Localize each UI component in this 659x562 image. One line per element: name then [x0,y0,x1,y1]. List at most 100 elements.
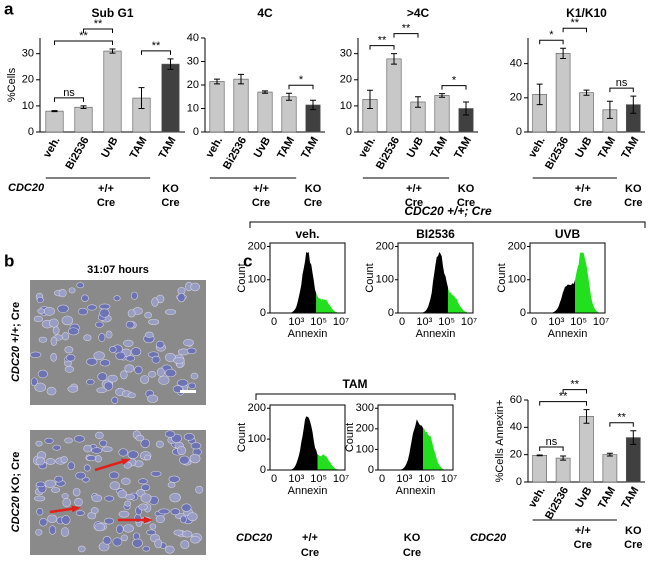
x-tick-label: 0 [531,316,537,328]
x-tick-label: 10⁷ [333,473,349,485]
cell [140,493,152,503]
cell [140,375,150,384]
cell [97,372,108,382]
cell [58,289,67,298]
y-tick-label: 30 [22,48,34,60]
cell [52,326,60,335]
cell [104,517,114,525]
genotype-text: KO; Cre [10,452,22,494]
significance-bracket [54,97,84,102]
histogram-negative [398,252,448,313]
cell [111,396,119,404]
plot-frame [269,242,346,314]
cell [101,446,113,453]
y-tick-label: 200 [356,423,374,435]
cell [61,315,74,326]
error-bar [630,430,637,445]
cell [120,534,129,542]
bar [602,454,618,483]
cell [72,487,81,497]
histogram-negative [270,252,317,313]
bar [74,106,93,133]
histogram-positive [448,287,473,313]
x-tick-label: TAM [596,485,618,511]
significance-bracket [562,27,587,33]
y-tick-label: 20 [187,79,199,91]
significance-label: ns [63,87,75,99]
panel-label: c [243,251,252,270]
cell [190,372,199,380]
group-bracket [249,221,646,228]
y-tick-label: 40 [510,58,522,70]
cell [173,356,185,364]
x-tick-label: UvB [99,135,120,160]
cell [36,296,44,303]
significance-label: ** [79,30,88,42]
image-time: 31:07 hours [87,264,149,276]
row-label: CDC20 KO; Cre [10,452,22,533]
x-tick-label: 10³ [416,316,432,328]
x-axis-label: Annexin [416,328,456,340]
cell [109,471,120,480]
significance-label: ** [378,35,387,47]
cell [98,333,106,343]
cell [38,336,48,343]
cell [150,470,162,477]
cell [109,346,117,353]
cell [37,369,48,379]
cell [60,527,70,537]
cell [86,304,97,311]
cell [144,311,152,319]
cell [134,513,142,524]
cell [35,529,43,536]
cell [91,447,103,454]
bar [257,91,273,133]
significance-label: ** [152,40,161,52]
cell [135,434,145,442]
cell [104,495,115,502]
cell [105,330,113,339]
cell [156,367,165,377]
cell [34,382,47,393]
x-tick-label: 10⁵ [418,473,435,485]
histogram-negative [270,416,318,470]
cell [96,387,107,394]
error-bar [262,90,268,94]
plot-frame [397,242,474,314]
x-tick-label: TAM [596,135,618,161]
cell [164,545,175,554]
genotype-label: KO [404,532,421,544]
y-tick-label: 0 [520,307,526,319]
bar [555,53,571,133]
bar [45,110,64,133]
genotype-label: +/+ [302,532,318,544]
cell [140,438,150,449]
cell [43,307,55,316]
cell [33,315,44,323]
y-tick-label: 20 [340,74,352,86]
cell [94,522,105,532]
error-bar [214,78,220,85]
genotype-label: +/+ [98,183,114,195]
plot-frame [377,404,454,471]
y-tick-label: 20 [510,92,522,104]
x-tick-label: 10⁵ [310,473,327,485]
x-axis-label: Annexin [288,328,328,340]
cell [51,487,61,493]
scale-bar [180,390,196,393]
x-tick-label: Bi2536 [221,135,249,172]
significance-bracket [54,40,113,45]
cell [95,431,104,440]
error-bar [606,452,613,457]
cell [180,515,187,524]
bar [233,78,249,133]
x-tick-label: veh. [526,485,547,510]
x-tick-label: UvB [573,485,594,510]
x-tick-label: 10³ [548,316,564,328]
cell [164,368,177,378]
y-axis-label: Count [496,263,508,292]
genotype-label: Cre [457,197,475,209]
y-tick-label: 0 [260,464,266,476]
cell [141,483,151,491]
